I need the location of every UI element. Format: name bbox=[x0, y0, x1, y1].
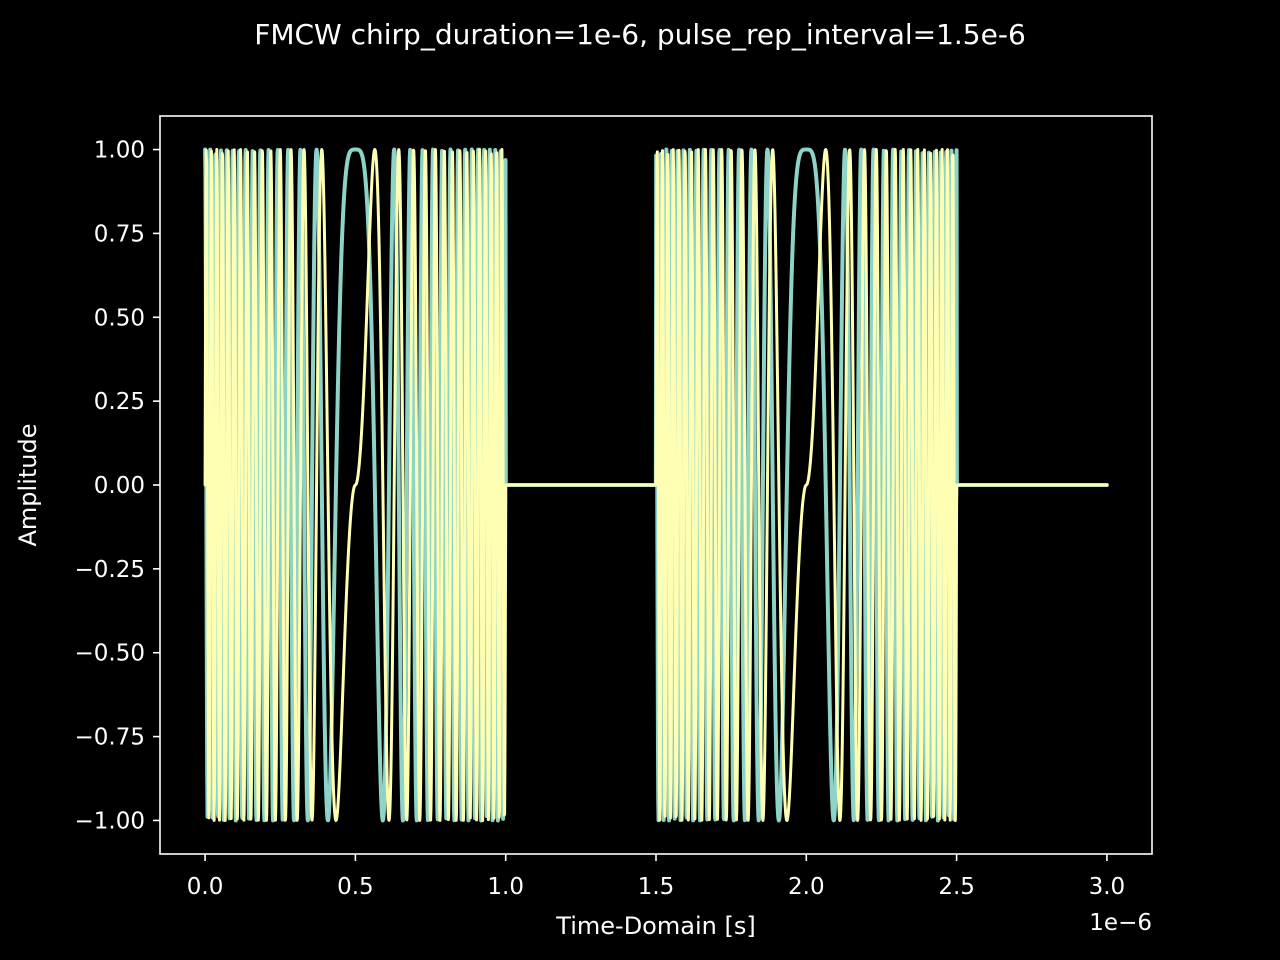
series-line-sin bbox=[203, 148, 1109, 822]
y-tick-label: −1.00 bbox=[75, 808, 145, 834]
y-tick-label: −0.75 bbox=[75, 725, 145, 751]
x-axis: 0.0 0.5 1.0 1.5 2.0 2.5 3.0 bbox=[187, 854, 1125, 900]
y-tick-label: 0.75 bbox=[94, 221, 145, 247]
chart-title: FMCW chirp_duration=1e-6, pulse_rep_inte… bbox=[254, 18, 1026, 51]
y-tick-label: 1.00 bbox=[94, 138, 145, 164]
y-axis: 1.00 0.75 0.50 0.25 0.00 −0.25 −0.50 −0.75 −1.00 bbox=[75, 138, 160, 834]
x-tick-label: 3.0 bbox=[1089, 874, 1126, 900]
x-tick-label: 1.5 bbox=[638, 874, 675, 900]
x-tick-label: 2.5 bbox=[938, 874, 975, 900]
x-tick-label: 0.0 bbox=[187, 874, 224, 900]
y-axis-label: Amplitude bbox=[14, 424, 42, 547]
y-tick-label: 0.50 bbox=[94, 305, 145, 331]
y-tick-label: 0.25 bbox=[94, 389, 145, 415]
y-tick-label: −0.50 bbox=[75, 641, 145, 667]
y-tick-label: −0.25 bbox=[75, 557, 145, 583]
x-axis-label: Time-Domain [s] bbox=[555, 912, 755, 940]
x-tick-label: 0.5 bbox=[337, 874, 374, 900]
x-axis-offset-label: 1e−6 bbox=[1089, 910, 1152, 936]
y-tick-label: 0.00 bbox=[94, 473, 145, 499]
x-tick-label: 2.0 bbox=[788, 874, 825, 900]
series-layer bbox=[203, 147, 1109, 823]
x-tick-label: 1.0 bbox=[487, 874, 524, 900]
